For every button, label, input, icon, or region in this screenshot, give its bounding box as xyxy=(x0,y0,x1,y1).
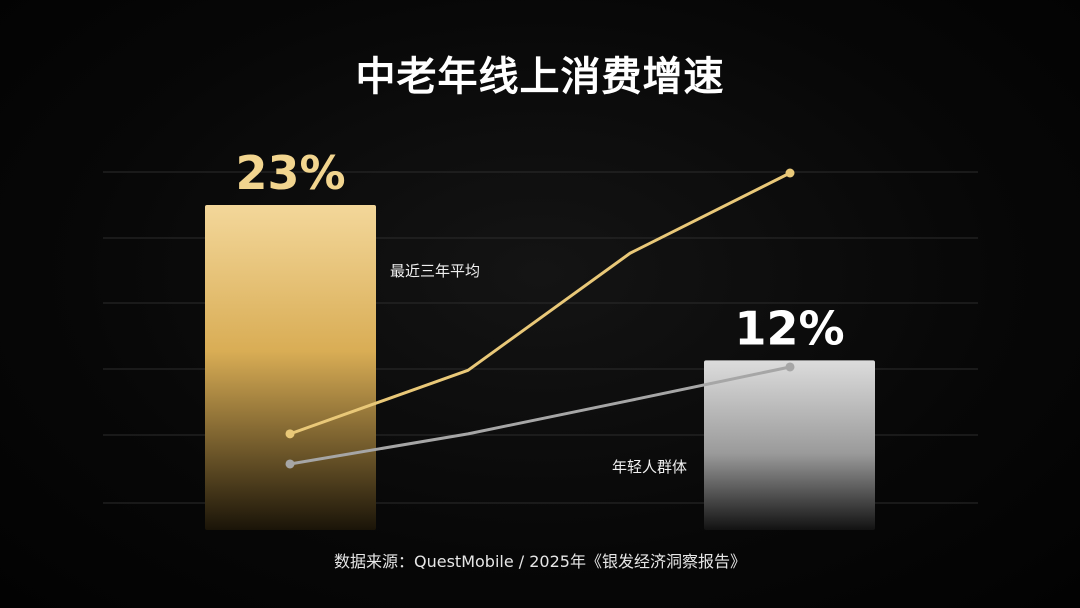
chart-title: 中老年线上消费增速 xyxy=(355,54,725,100)
lines xyxy=(285,168,795,469)
bar-value-label: 23% xyxy=(235,146,345,200)
bars xyxy=(205,205,875,530)
bar-gold xyxy=(205,205,376,530)
series-endpoint xyxy=(285,429,295,439)
series-line-silver xyxy=(288,365,792,466)
bar-silver xyxy=(704,360,875,530)
series-line-gold xyxy=(288,171,792,436)
series-endpoint xyxy=(285,459,295,469)
data-source: 数据来源：QuestMobile / 2025年《银发经济洞察报告》 xyxy=(334,552,746,571)
bar-value-label: 12% xyxy=(734,301,844,355)
series-endpoint xyxy=(785,168,795,178)
series-endpoint xyxy=(785,362,795,372)
series-label: 最近三年平均 xyxy=(390,262,480,280)
series-label: 年轻人群体 xyxy=(612,458,687,476)
